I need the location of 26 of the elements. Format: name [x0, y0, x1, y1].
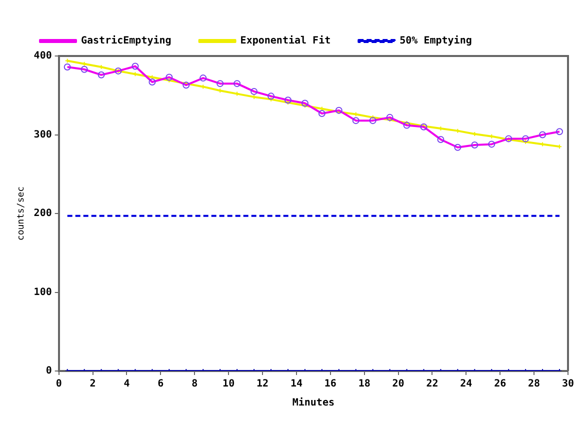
x-tick-label: 22	[426, 378, 438, 390]
x-tick-label: 30	[562, 378, 574, 390]
x-tick-label: 0	[56, 378, 62, 390]
y-tick-label: 300	[34, 129, 52, 140]
y-tick-label: 400	[34, 50, 52, 62]
x-tick-label: 28	[528, 378, 540, 390]
x-axis-title: Minutes	[292, 396, 335, 409]
x-tick-label: 2	[90, 378, 96, 390]
x-tick-label: 16	[324, 378, 336, 390]
x-tick-label: 20	[392, 378, 404, 390]
legend-label: GastricEmptying	[81, 34, 172, 47]
y-tick-label: 0	[46, 366, 52, 377]
legend-label: Exponential Fit	[240, 34, 331, 47]
y-tick-label: 200	[34, 208, 52, 220]
x-tick-label: 4	[124, 378, 130, 390]
x-tick-label: 26	[494, 378, 506, 390]
x-tick-label: 14	[290, 378, 302, 390]
x-tick-label: 8	[192, 378, 198, 390]
x-tick-label: 6	[158, 378, 164, 390]
x-tick-label: 18	[358, 378, 370, 390]
x-tick-label: 10	[222, 378, 235, 390]
x-tick-label: 12	[256, 378, 269, 390]
x-tick-label: 24	[460, 378, 472, 390]
y-axis-title: counts/sec	[16, 186, 27, 241]
y-tick-label: 100	[34, 286, 52, 298]
legend-label: 50% Emptying	[400, 34, 472, 47]
